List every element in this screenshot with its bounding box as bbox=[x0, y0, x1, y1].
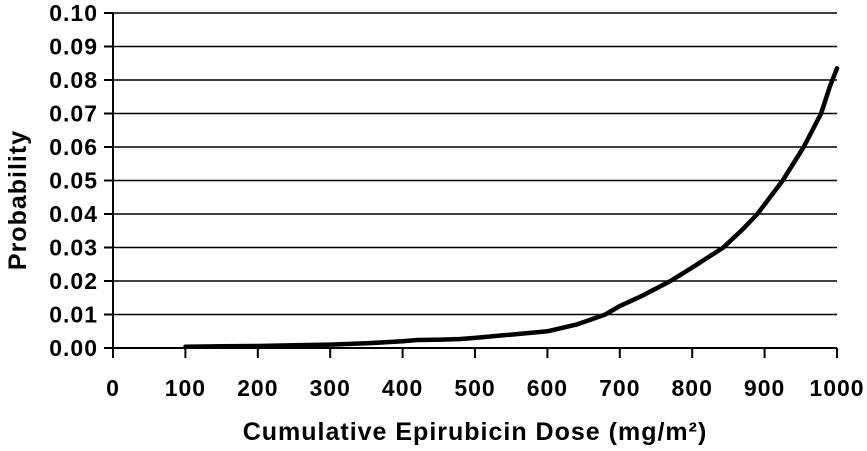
y-tick-label: 0.02 bbox=[49, 268, 98, 294]
x-tick-label: 100 bbox=[165, 375, 206, 401]
probability-curve bbox=[183, 66, 840, 349]
x-axis-title: Cumulative Epirubicin Dose (mg/m²) bbox=[243, 418, 708, 446]
gridlines bbox=[113, 12, 837, 349]
x-tick-label: 900 bbox=[744, 375, 785, 401]
y-axis-title: Probability bbox=[4, 130, 32, 270]
x-tick-label: 400 bbox=[382, 375, 423, 401]
x-tick-label: 1000 bbox=[809, 375, 864, 401]
y-tick-label: 0.06 bbox=[49, 134, 98, 160]
y-tick-label: 0.04 bbox=[49, 201, 98, 227]
y-tick-label: 0.08 bbox=[49, 67, 98, 93]
y-tick-label: 0.00 bbox=[49, 335, 98, 361]
y-tick-label: 0.07 bbox=[49, 101, 98, 127]
x-tick-label: 0 bbox=[106, 375, 120, 401]
y-tick-label: 0.09 bbox=[49, 34, 98, 60]
y-tick-label: 0.05 bbox=[49, 168, 98, 194]
x-tick-label: 700 bbox=[599, 375, 640, 401]
y-axis-ticks: 0.00 0.01 0.02 0.03 0.04 0.05 0.06 0.07 0.08 0.09… bbox=[49, 0, 113, 361]
x-tick-label: 600 bbox=[527, 375, 568, 401]
y-tick-label: 0.10 bbox=[49, 0, 98, 26]
x-axis-ticks: 0 100 200 300 400 500 600 700 800 900 1000 bbox=[106, 348, 864, 401]
x-tick-label: 500 bbox=[454, 375, 495, 401]
x-tick-label: 800 bbox=[672, 375, 713, 401]
y-tick-label: 0.03 bbox=[49, 235, 98, 261]
x-tick-label: 300 bbox=[310, 375, 351, 401]
y-tick-label: 0.01 bbox=[49, 302, 98, 328]
x-tick-label: 200 bbox=[237, 375, 278, 401]
